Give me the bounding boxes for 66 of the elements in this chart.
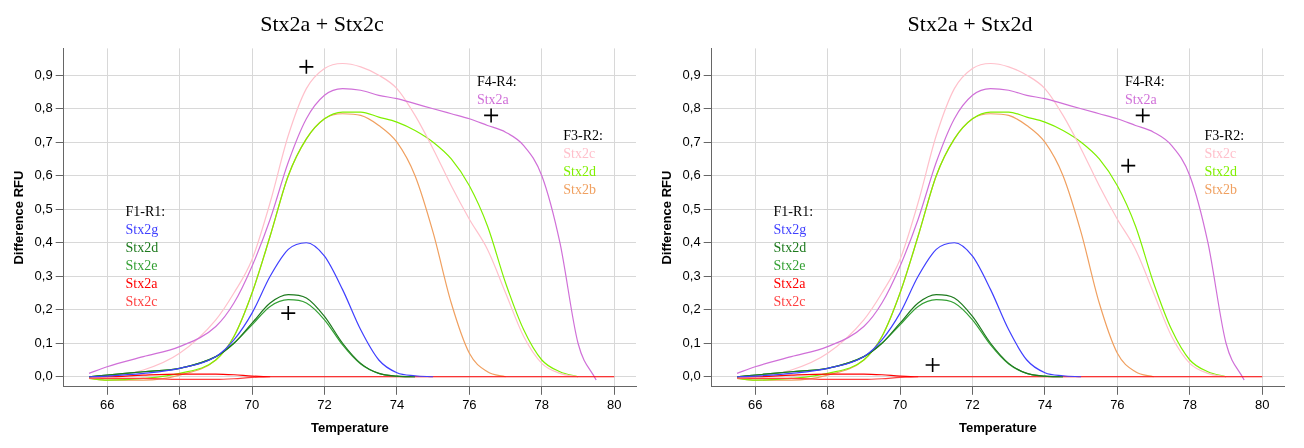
y-tick-label: 0,6: [682, 167, 701, 183]
y-tick-label: 0,7: [682, 133, 701, 149]
text: Stx2b: [1204, 181, 1238, 197]
y-tick-label: 0,1: [682, 334, 701, 350]
y-tick-label: 0,2: [682, 301, 701, 317]
text: Stx2c: [563, 145, 596, 161]
y-tick-label: 0,3: [682, 267, 701, 283]
y-tick-label: 0,4: [34, 234, 53, 250]
y-tick-label: 0,9: [34, 66, 53, 82]
annotation: F3-R2:: [1204, 127, 1245, 143]
x-axis-title: Temperature: [958, 419, 1037, 435]
annotation: F4-R4:: [1124, 73, 1165, 89]
y-tick-label: 0,3: [34, 267, 53, 283]
y-axis-title: Difference RFU: [659, 170, 675, 265]
y-tick-label: 0,6: [34, 167, 53, 183]
y-tick-label: 0,9: [682, 66, 701, 82]
series-label: Stx2a: [1124, 91, 1158, 107]
y-tick-label: 0,5: [682, 200, 701, 216]
x-tick-label: 66: [99, 397, 115, 413]
x-tick-label: 76: [462, 397, 477, 413]
text: Stx2g: [773, 222, 807, 238]
x-tick-label: 76: [1110, 397, 1125, 413]
x-tick-label: 80: [1255, 397, 1270, 413]
y-tick-label: 0,8: [682, 100, 701, 116]
y-tick-label: 0,1: [34, 334, 53, 350]
y-tick-label: 0,4: [682, 234, 701, 250]
x-tick-label: 78: [1182, 397, 1198, 413]
y-tick-label: 0,0: [682, 368, 701, 384]
chart-title: Stx2a + Stx2c: [260, 10, 385, 36]
text: Stx2d: [1204, 163, 1238, 179]
y-tick-label: 0,0: [34, 368, 53, 384]
annotation: F3-R2:: [563, 127, 603, 143]
chart-title: Stx2a + Stx2d: [907, 10, 1033, 36]
x-tick-label: 70: [892, 397, 908, 413]
x-tick-label: 68: [172, 397, 187, 413]
y-tick-label: 0,5: [34, 200, 53, 216]
y-tick-label: 0,2: [34, 301, 53, 317]
x-tick-label: 78: [534, 397, 550, 413]
text: Stx2c: [1204, 145, 1237, 161]
text: Stx2d: [773, 240, 807, 256]
text: Stx2g: [125, 222, 159, 238]
x-tick-label: 66: [747, 397, 763, 413]
text: Stx2e: [773, 258, 806, 274]
annotation: F4-R4:: [476, 73, 517, 89]
x-axis-title: Temperature: [310, 419, 389, 435]
text: Stx2c: [125, 294, 158, 310]
x-tick-label: 68: [820, 397, 835, 413]
x-tick-label: 72: [965, 397, 980, 413]
y-axis-title: Difference RFU: [11, 170, 27, 265]
annotation: F1-R1:: [773, 204, 814, 220]
x-tick-label: 74: [389, 397, 405, 413]
x-tick-label: 72: [317, 397, 332, 413]
text: Stx2d: [563, 163, 596, 179]
y-tick-label: 0,7: [34, 133, 53, 149]
text: Stx2a: [125, 276, 159, 292]
x-tick-label: 74: [1037, 397, 1053, 413]
text: Stx2a: [773, 276, 807, 292]
text: Stx2e: [125, 258, 158, 274]
text: Stx2b: [563, 181, 596, 197]
x-tick-label: 80: [607, 397, 622, 413]
x-tick-label: 70: [244, 397, 260, 413]
annotation: F1-R1:: [125, 204, 166, 220]
text: Stx2d: [125, 240, 159, 256]
series-label: Stx2a: [476, 91, 510, 107]
text: Stx2c: [773, 294, 806, 310]
y-tick-label: 0,8: [34, 100, 53, 116]
